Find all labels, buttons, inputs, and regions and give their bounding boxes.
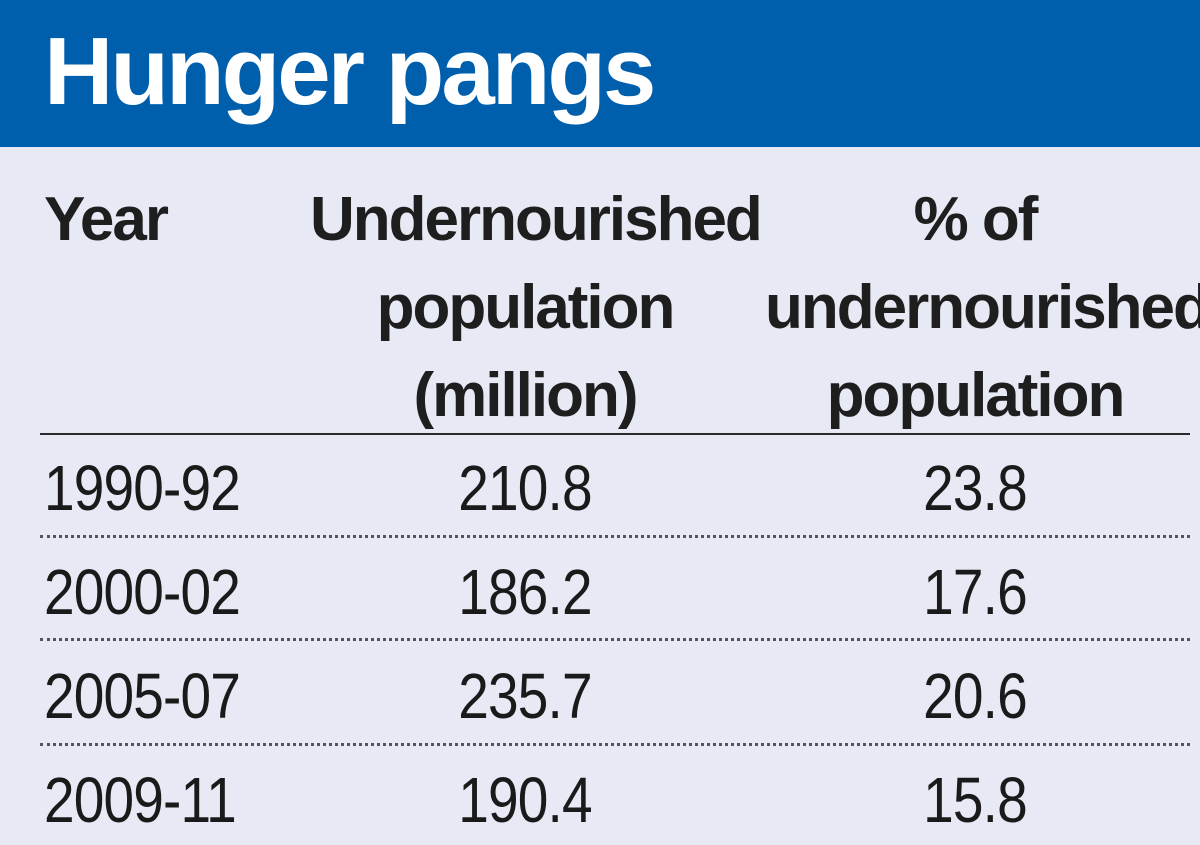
column-header-percent: % of undernourished population <box>765 176 1200 440</box>
row-divider <box>40 535 1190 538</box>
column-header-line: % of <box>913 185 1039 254</box>
table-cell-year: 1990-92 <box>44 452 241 524</box>
table-cell-population: 190.4 <box>458 764 592 836</box>
table-cell-population: 210.8 <box>458 452 592 524</box>
table-cell-population: 186.2 <box>458 556 592 628</box>
table-title: Hunger pangs <box>44 18 656 125</box>
title-banner: Hunger pangs <box>0 0 1200 147</box>
table-cell-year: 2009-11 <box>44 764 237 836</box>
table-cell-percent: 15.8 <box>923 764 1028 836</box>
table-cell-year: 2005-07 <box>44 660 241 732</box>
column-header-line: population <box>826 361 1126 430</box>
column-header-line: Year <box>44 185 169 254</box>
header-divider <box>40 433 1190 435</box>
table-cell-percent: 20.6 <box>923 660 1028 732</box>
column-header-line: population <box>376 273 676 342</box>
table-cell-year: 2000-02 <box>44 556 241 628</box>
column-header-line: undernourished <box>765 273 1200 342</box>
table-cell-percent: 17.6 <box>923 556 1028 628</box>
row-divider <box>40 638 1190 641</box>
table-cell-population: 235.7 <box>458 660 592 732</box>
column-header-year: Year <box>44 176 169 264</box>
column-header-population: Undernourished population (million) <box>310 176 763 440</box>
table-cell-percent: 23.8 <box>923 452 1028 524</box>
column-header-line: (million) <box>413 361 638 430</box>
column-header-line: Undernourished <box>310 185 763 254</box>
row-divider <box>40 743 1190 746</box>
